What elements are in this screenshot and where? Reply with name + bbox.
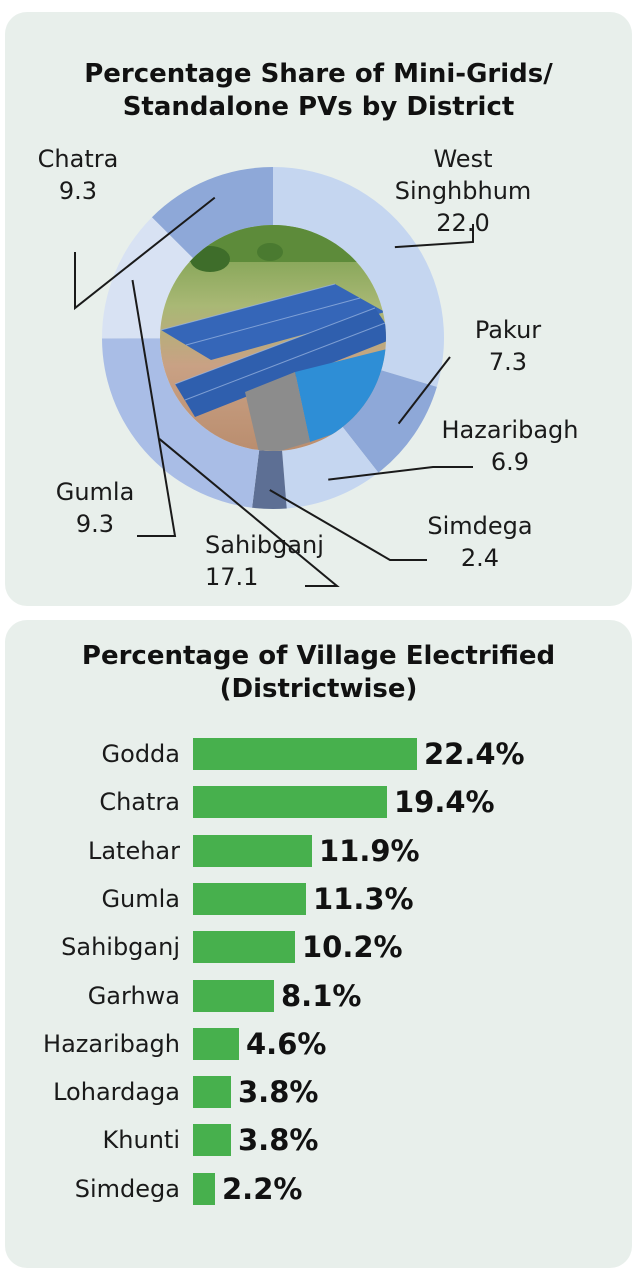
donut-label-hazaribagh: Hazaribagh 6.9 (441, 416, 579, 476)
bar-row-latehar: Latehar 11.9% (5, 831, 632, 871)
bar-value-label: 3.8% (238, 1075, 319, 1110)
donut-label-simdega: Simdega 2.4 (427, 512, 533, 572)
bar-category-label: Hazaribagh (43, 1029, 180, 1058)
bar-value-label: 4.6% (246, 1026, 327, 1061)
bar-panel: Percentage of Village Electrified (Distr… (5, 620, 632, 1268)
donut-chart (74, 167, 474, 587)
donut-slice-west-singhbhum (273, 167, 444, 387)
bar-category-label: Sahibganj (61, 933, 180, 962)
bar-row-godda: Godda 22.4% (5, 734, 632, 774)
bar-row-hazaribagh: Hazaribagh 4.6% (5, 1024, 632, 1064)
donut-slice-gumla (101, 217, 194, 339)
donut-label-chatra: Chatra 9.3 (37, 145, 119, 205)
bar (193, 979, 274, 1012)
bar (193, 931, 295, 964)
donut-label-west-singhbhum: West Singhbhum 22.0 (394, 145, 532, 237)
leader-line-pakur (397, 356, 451, 425)
donut-label-gumla: Gumla 9.3 (55, 478, 135, 538)
bar-row-simdega: Simdega 2.2% (5, 1169, 632, 1209)
leader-line-gumla (131, 279, 177, 537)
bar-value-label: 3.8% (238, 1123, 319, 1158)
leader-line-west-singhbhum (394, 224, 474, 249)
bar (193, 1076, 231, 1109)
bar (193, 786, 387, 819)
bar-value-label: 19.4% (394, 785, 495, 820)
donut-panel: Percentage Share of Mini-Grids/ Standalo… (5, 12, 632, 606)
bar-row-garhwa: Garhwa 8.1% (5, 976, 632, 1016)
bar (193, 1124, 231, 1157)
bar-category-label: Gumla (101, 884, 180, 913)
bar-value-label: 11.9% (319, 833, 420, 868)
donut-slice-sahibganj (102, 338, 260, 508)
donut-slice-pakur (342, 370, 437, 473)
bar-value-label: 11.3% (313, 881, 414, 916)
bar-category-label: Chatra (99, 788, 180, 817)
bar-category-label: Godda (101, 740, 180, 768)
bar-category-label: Khunti (102, 1126, 180, 1155)
bar (193, 882, 306, 915)
bar (193, 738, 417, 770)
leader-line-simdega (269, 489, 427, 561)
bar-category-label: Garhwa (87, 981, 180, 1010)
bar-value-label: 8.1% (281, 978, 362, 1013)
donut-slice-chatra (151, 167, 273, 259)
bar (193, 834, 312, 867)
leader-line-sahibganj (158, 438, 340, 587)
bar-category-label: Latehar (87, 836, 180, 865)
donut-label-sahibganj: Sahibganj 17.1 (205, 531, 324, 591)
bar (193, 1027, 239, 1060)
bar-row-khunti: Khunti 3.8% (5, 1120, 632, 1160)
donut-slice-hazaribagh (282, 427, 379, 509)
bar-row-chatra: Chatra 19.4% (5, 782, 632, 822)
donut-label-pakur: Pakur 7.3 (474, 316, 542, 376)
bar-row-lohardaga: Lohardaga 3.8% (5, 1072, 632, 1112)
leader-line-hazaribagh (328, 466, 473, 481)
bar-row-sahibganj: Sahibganj 10.2% (5, 927, 632, 967)
bar-value-label: 10.2% (302, 930, 403, 965)
leader-line-chatra (74, 196, 216, 311)
donut-title: Percentage Share of Mini-Grids/ Standalo… (84, 59, 553, 122)
bar-row-gumla: Gumla 11.3% (5, 879, 632, 919)
bar-category-label: Lohardaga (53, 1078, 180, 1107)
bar-category-label: Simdega (74, 1174, 180, 1203)
bar-value-label: 22.4% (424, 737, 525, 771)
bar-title: Percentage of Village Electrified (Distr… (81, 641, 556, 704)
bar-value-label: 2.2% (222, 1171, 303, 1206)
bar (193, 1172, 215, 1205)
